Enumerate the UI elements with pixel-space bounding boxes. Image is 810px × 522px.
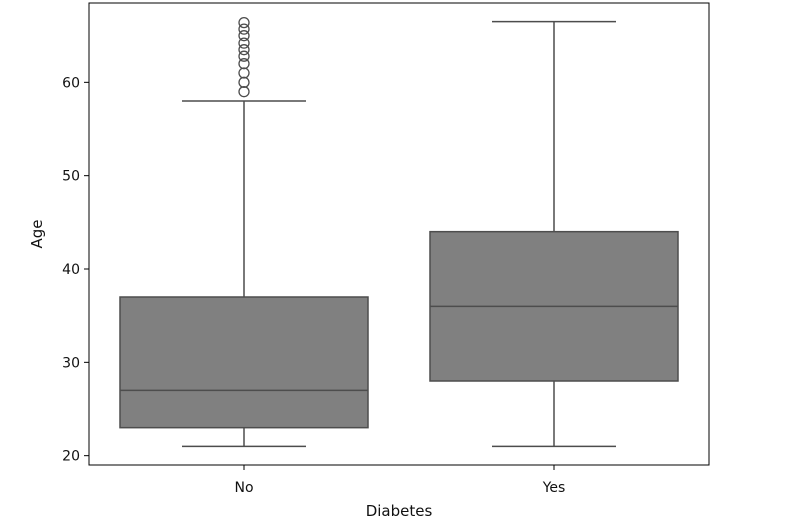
outlier-no-1 [238, 76, 250, 88]
outlier-no-9 [238, 16, 250, 29]
x-tick-label-no: No [234, 480, 253, 496]
y-tick-label-60: 60 [62, 75, 80, 91]
box-no [119, 296, 369, 429]
outlier-no-2 [238, 67, 250, 79]
y-axis-label: Age [28, 219, 46, 248]
box-group-yes [429, 20, 679, 448]
y-tick-label-40: 40 [62, 262, 80, 278]
outlier-no-5 [238, 44, 250, 56]
outlier-no-3 [238, 58, 250, 70]
y-tick-label-30: 30 [62, 355, 80, 371]
outlier-no-6 [238, 37, 250, 49]
outlier-no-4 [238, 50, 250, 62]
plot-frame [88, 2, 710, 466]
outlier-no-8 [238, 23, 250, 35]
y-tick-label-20: 20 [62, 449, 80, 465]
x-axis-label: Diabetes [366, 502, 433, 520]
y-tick-label-50: 50 [62, 169, 80, 185]
outlier-no-0 [238, 86, 250, 98]
plot-layer: No Yes 20 30 40 50 60 Diabetes Age [28, 2, 710, 520]
box-group-no [119, 16, 369, 448]
outlier-no-7 [238, 30, 250, 42]
x-tick-label-yes: Yes [542, 480, 566, 496]
